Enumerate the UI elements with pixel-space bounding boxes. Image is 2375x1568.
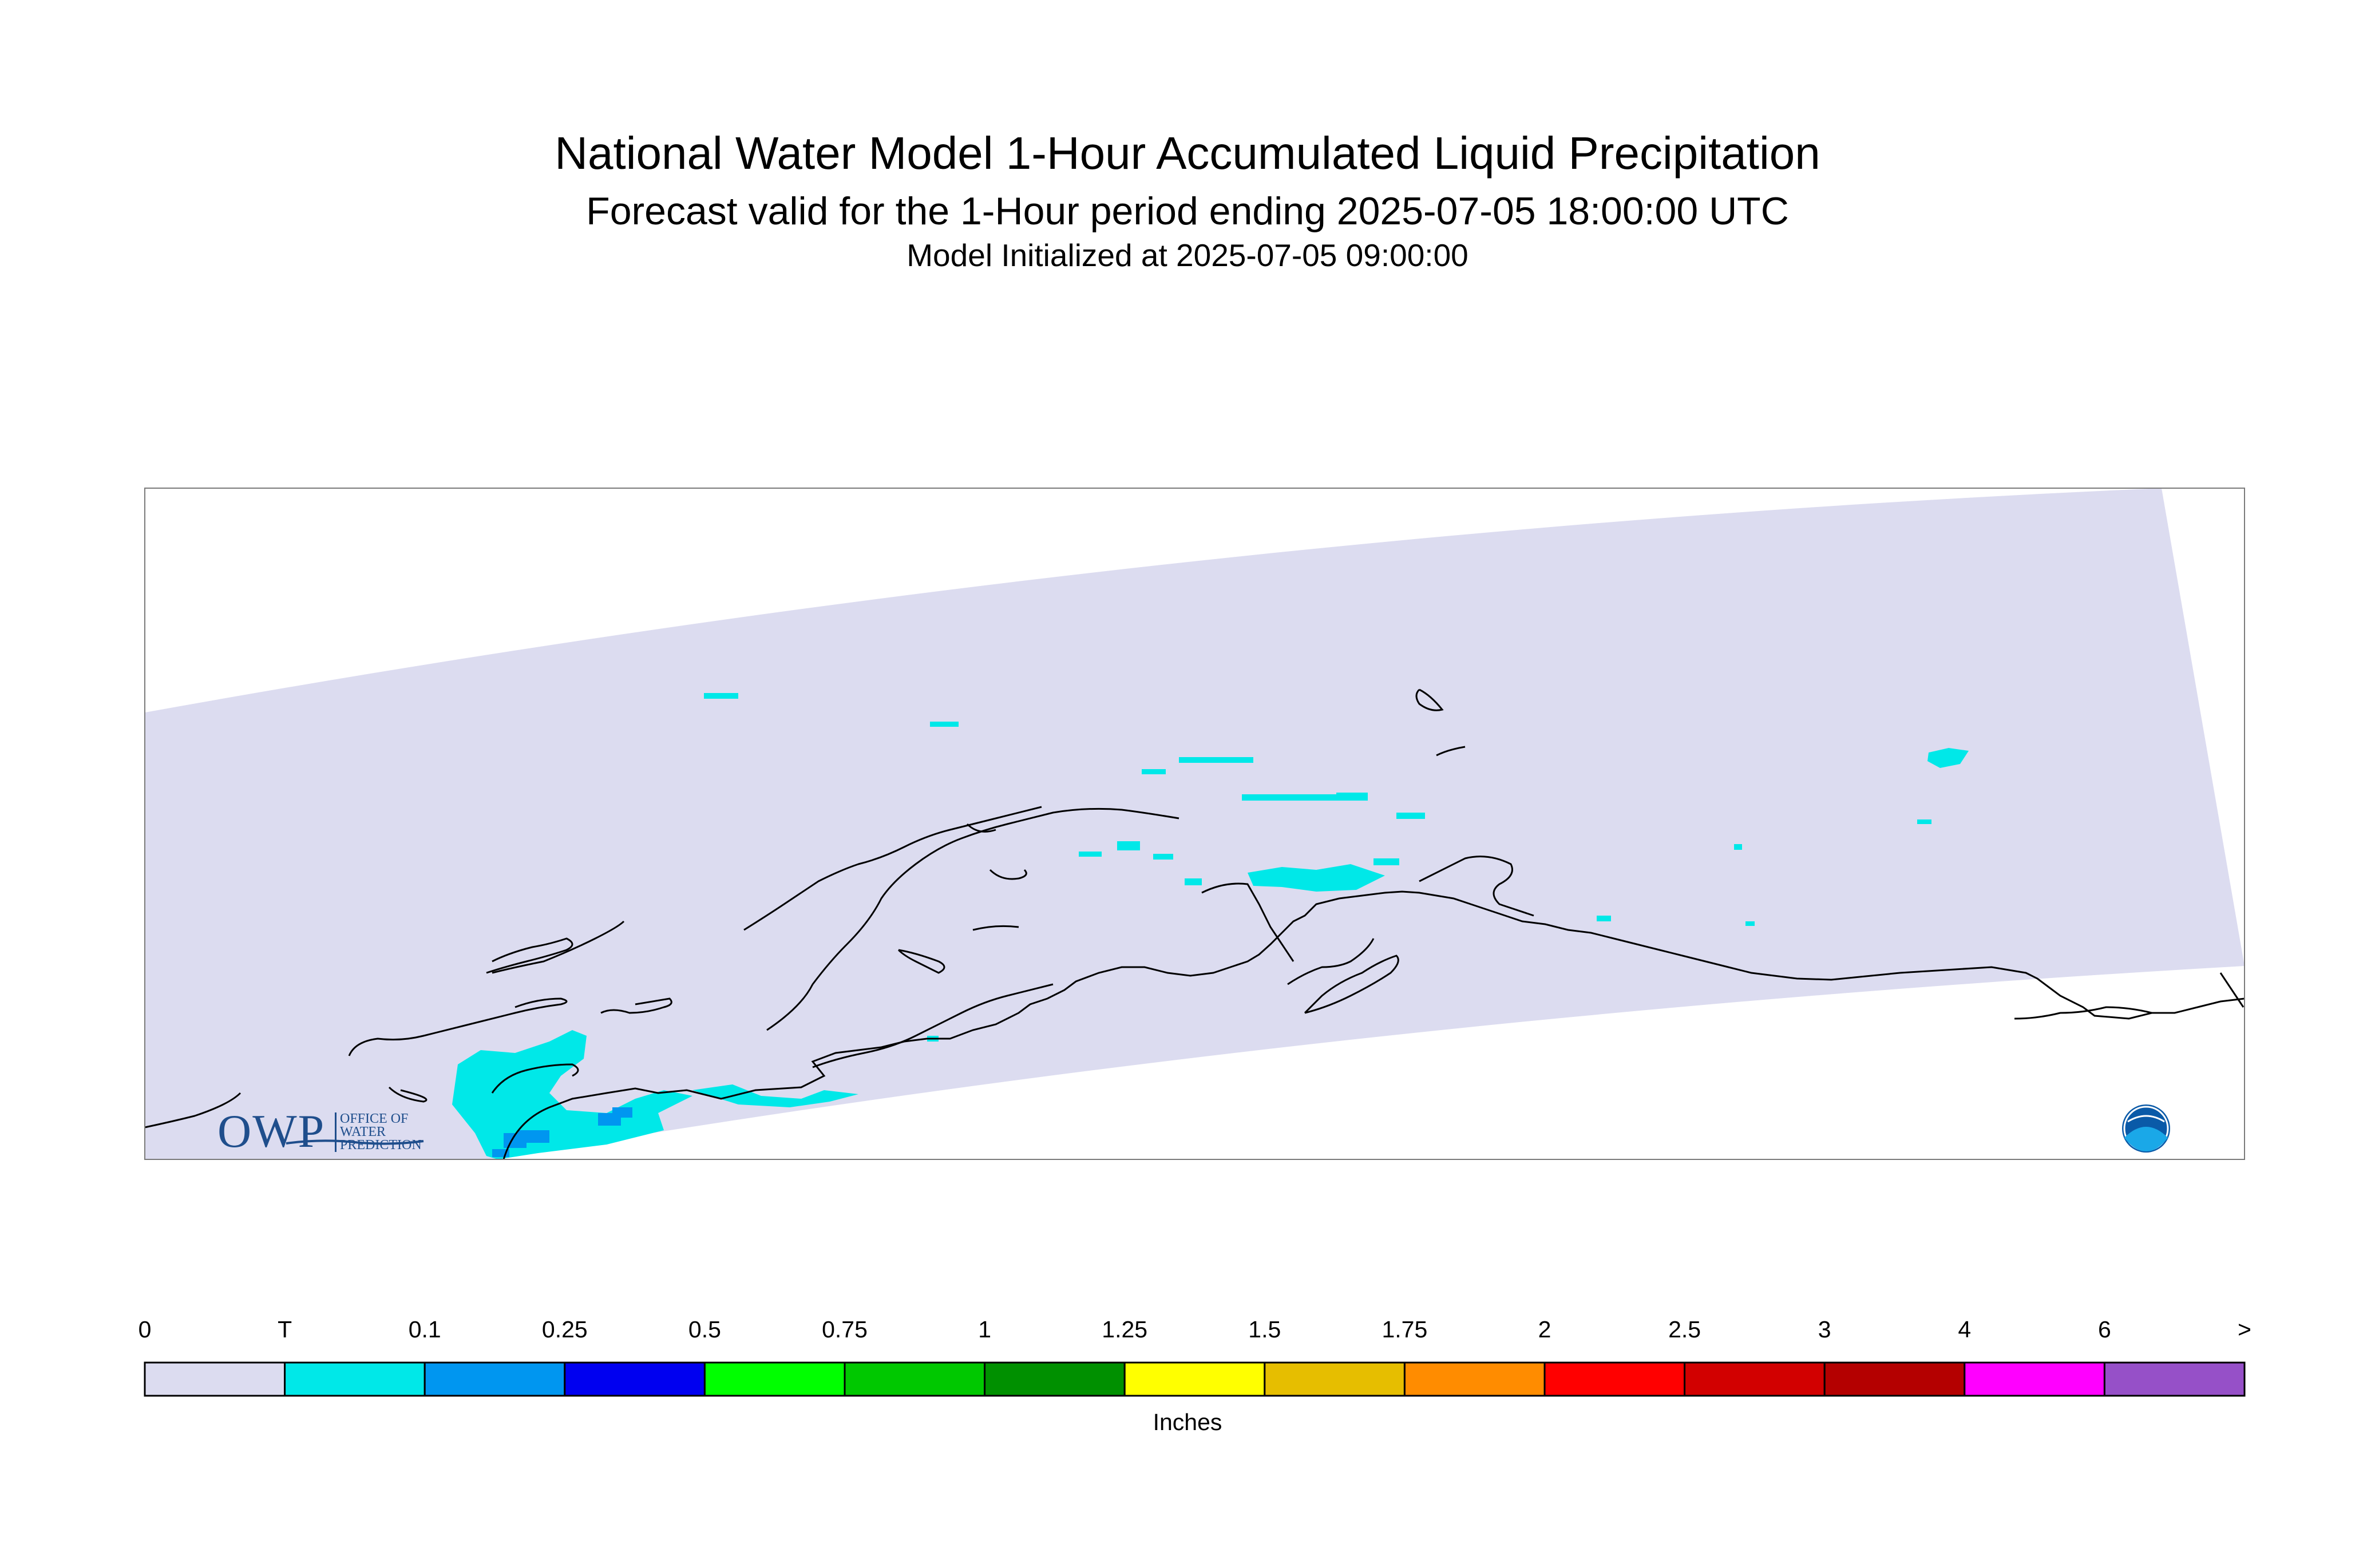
forecast-subtitle: Forecast valid for the 1-Hour period end… (586, 189, 1789, 233)
precip-spot (1179, 757, 1253, 763)
legend-tick-label: 2.5 (1668, 1316, 1701, 1343)
precip-spot (1597, 916, 1611, 921)
precip-spot (930, 722, 959, 727)
owp-logo (286, 1139, 424, 1145)
chart-title: National Water Model 1-Hour Accumulated … (555, 128, 1820, 179)
legend-swatch (2103, 1361, 2246, 1397)
legend-units-label: Inches (1153, 1409, 1222, 1435)
precip-spot (1079, 852, 1102, 857)
legend-tick-label: 0.1 (408, 1316, 441, 1343)
precip-spot (704, 693, 738, 699)
legend-swatch (564, 1361, 706, 1397)
coastline-inland-north (966, 823, 1027, 880)
coastline-sw-peninsula (388, 1086, 428, 1103)
coastline-peninsula (812, 983, 1054, 1068)
legend-swatch (984, 1361, 1126, 1397)
legend-tick-label: 0.5 (688, 1316, 721, 1343)
noaa-logo-icon (2122, 1104, 2170, 1153)
legend-tick-label: 1.5 (1248, 1316, 1281, 1343)
precip-spot (1242, 794, 1368, 801)
init-subtitle: Model Initialized at 2025-07-05 09:00:00 (907, 237, 1468, 273)
lake (897, 925, 1019, 974)
precip-spot (1396, 813, 1425, 819)
coastline-island-west (600, 997, 672, 1014)
coastline-southwest (145, 1092, 242, 1129)
legend-swatch (1264, 1361, 1406, 1397)
coastline-kenai (1304, 955, 1399, 1014)
precip-spot (1142, 769, 1166, 774)
legend-swatch (1543, 1361, 1686, 1397)
coastline-fjords (1201, 882, 1375, 985)
legend-swatch (1823, 1361, 1966, 1397)
map-frame (144, 488, 2245, 1160)
precip-spot (1373, 858, 1399, 865)
coastline-west (348, 997, 568, 1056)
precip-area-southwest (452, 1030, 692, 1159)
precip-spot (1153, 854, 1173, 860)
coastline-yukon (2014, 972, 2245, 1020)
owp-logo-tagline: OFFICE OF WATER PREDICTION (335, 1112, 422, 1152)
legend-swatch (1964, 1361, 2105, 1397)
legend-swatch (703, 1361, 846, 1397)
legend-swatch (144, 1361, 286, 1397)
legend-tick-label: 1 (978, 1316, 991, 1343)
coastline-archipelago (486, 937, 573, 974)
legend-swatch (423, 1361, 566, 1397)
precip-light-spot (612, 1107, 632, 1118)
coastline-upper (743, 806, 1042, 931)
owp-logo-wave (286, 1139, 424, 1145)
precip-light-spot (518, 1130, 549, 1143)
precip-spot (1185, 878, 1202, 885)
legend-tick-label: 1.25 (1102, 1316, 1148, 1343)
legend-tick-label: 3 (1818, 1316, 1831, 1343)
legend-tick-label: 0.75 (822, 1316, 868, 1343)
precip-spot (1745, 921, 1755, 926)
precip-spot (1734, 844, 1742, 850)
precip-spot (1336, 793, 1368, 801)
legend-swatch (1123, 1361, 1266, 1397)
precip-area-central (1248, 864, 1385, 892)
legend-tick-label: 1.75 (1382, 1316, 1428, 1343)
precip-spot (1117, 841, 1140, 850)
coastline-northern-inlet (1415, 688, 1466, 757)
coastlines (145, 688, 2245, 1159)
legend-tick-label: 0.25 (541, 1316, 588, 1343)
legend-swatch (1403, 1361, 1546, 1397)
precip-area-south-band (692, 1084, 858, 1107)
precip-spot (1917, 819, 1931, 824)
legend-tick-label: > (2238, 1316, 2251, 1343)
precip-area-east (1927, 748, 1969, 768)
legend-tick-label: T (278, 1316, 292, 1343)
legend-tick-label: 6 (2097, 1316, 2111, 1343)
legend-swatch (844, 1361, 986, 1397)
legend-colorbar (144, 1361, 2246, 1397)
coastline-north (766, 807, 1179, 1031)
precip-trace-areas (452, 693, 1969, 1159)
legend-tick-label: 4 (1958, 1316, 1972, 1343)
coastline-mainland (502, 890, 2245, 1159)
legend-swatch (1684, 1361, 1826, 1397)
legend-swatch (284, 1361, 426, 1397)
coastline-pws (1419, 856, 1534, 917)
model-domain (145, 488, 2245, 1159)
legend-tick-label: 2 (1538, 1316, 1551, 1343)
coastline-bristol (492, 920, 625, 974)
legend-tick-label: 0 (138, 1316, 152, 1343)
coastline-bay (491, 1063, 579, 1094)
owp-logo-mark: OWP (217, 1105, 326, 1157)
